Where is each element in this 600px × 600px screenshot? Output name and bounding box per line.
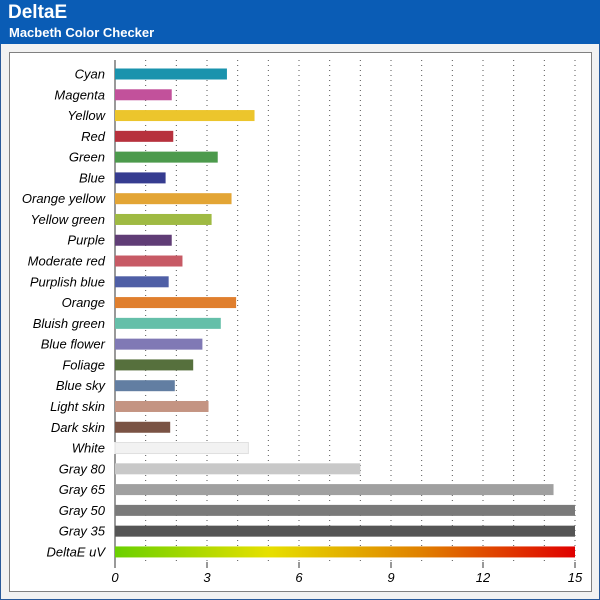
- chart-title: DeltaE: [8, 2, 68, 23]
- plot-area: [9, 52, 592, 592]
- category-label: Cyan: [75, 67, 105, 82]
- bar: [115, 400, 209, 412]
- category-label: Blue: [79, 170, 105, 185]
- bar: [115, 89, 172, 101]
- category-label: Gray 50: [59, 503, 106, 518]
- bar: [115, 421, 171, 433]
- category-label: Red: [81, 129, 106, 144]
- category-label: Orange: [62, 295, 105, 310]
- category-label: DeltaE uV: [46, 544, 106, 559]
- category-label: Yellow: [67, 108, 106, 123]
- category-label: Magenta: [54, 87, 105, 102]
- category-label: Blue sky: [56, 378, 107, 393]
- category-label: White: [72, 441, 105, 456]
- category-label: Gray 35: [59, 524, 106, 539]
- category-label: Gray 65: [59, 482, 106, 497]
- bar: [115, 68, 227, 80]
- bar: [115, 525, 575, 537]
- bar: [115, 380, 175, 392]
- x-tick-label: 3: [203, 570, 211, 585]
- x-tick-label: 9: [387, 570, 394, 585]
- bar: [115, 276, 169, 288]
- bar: [115, 255, 183, 267]
- bar: [115, 463, 361, 475]
- header-bar: DeltaE Macbeth Color Checker: [0, 0, 600, 44]
- bar: [115, 504, 575, 516]
- category-label: Yellow green: [31, 212, 105, 227]
- bar: [115, 130, 174, 142]
- x-tick-label: 6: [295, 570, 303, 585]
- bar: [115, 317, 221, 329]
- bar: [115, 151, 218, 163]
- bar: [115, 359, 194, 371]
- chart-subtitle: Macbeth Color Checker: [9, 25, 155, 40]
- category-label: Orange yellow: [22, 191, 107, 206]
- category-label: Bluish green: [33, 316, 105, 331]
- bar: [115, 297, 237, 309]
- bar: [115, 213, 212, 225]
- x-tick-label: 12: [476, 570, 491, 585]
- category-label: Light skin: [50, 399, 105, 414]
- category-label: Foliage: [62, 357, 105, 372]
- category-label: Purple: [67, 233, 105, 248]
- bar: [114, 442, 249, 455]
- category-label: Gray 80: [59, 461, 106, 476]
- bar: [115, 546, 575, 558]
- x-tick-label: 15: [568, 570, 583, 585]
- bar: [115, 484, 554, 496]
- category-label: Green: [69, 150, 105, 165]
- category-label: Dark skin: [51, 420, 105, 435]
- category-label: Purplish blue: [30, 274, 105, 289]
- category-label: Blue flower: [41, 337, 106, 352]
- x-tick-label: 0: [111, 570, 119, 585]
- bar: [115, 110, 255, 122]
- category-label: Moderate red: [28, 254, 106, 269]
- bar: [115, 338, 203, 350]
- bar: [115, 193, 232, 205]
- bar: [115, 234, 172, 246]
- bar: [115, 172, 166, 184]
